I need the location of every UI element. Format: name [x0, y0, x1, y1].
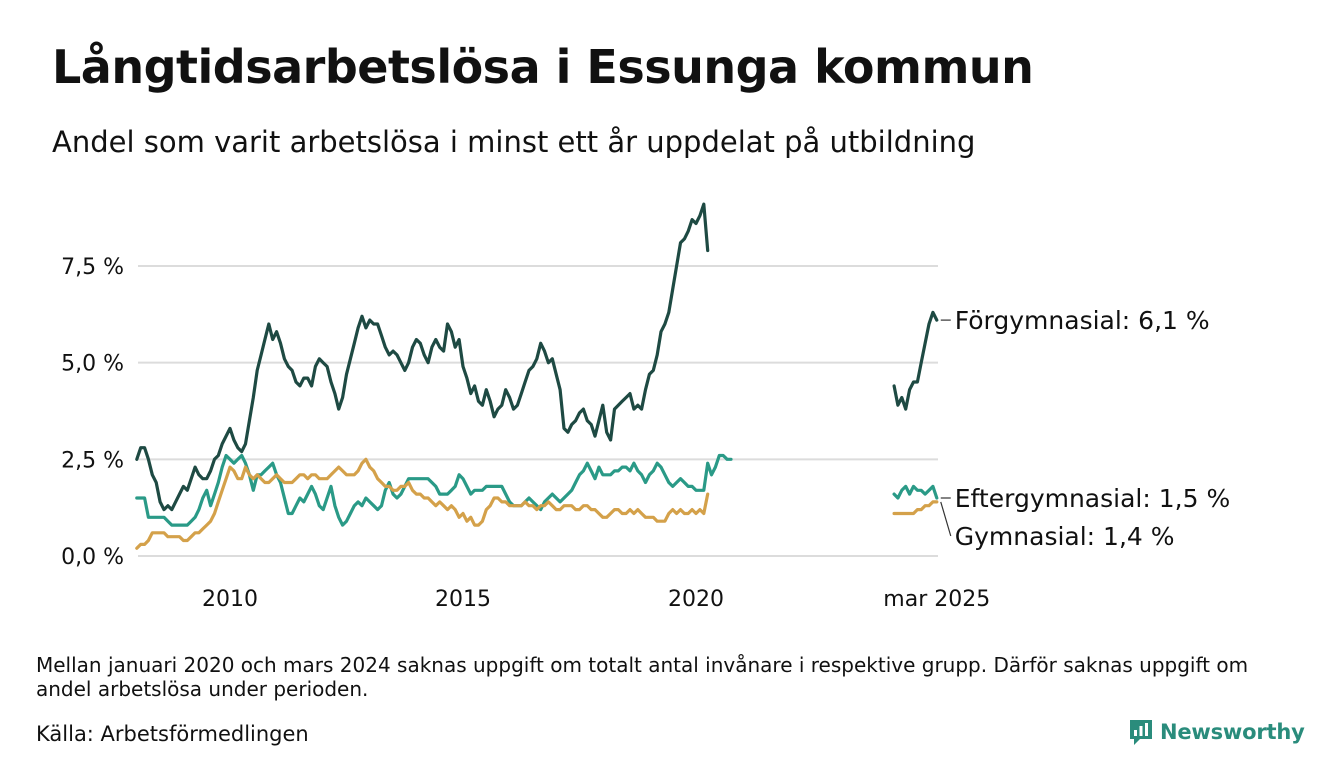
- source-text: Källa: Arbetsförmedlingen: [36, 722, 309, 746]
- series-line-förgymnasial: [135, 202, 710, 512]
- series-end-label: Eftergymnasial: 1,5 %: [955, 484, 1230, 513]
- y-tick-label: 5,0 %: [61, 352, 124, 377]
- x-tick-label: mar 2025: [883, 587, 990, 612]
- x-tick-label: 2010: [202, 587, 258, 612]
- x-tick-label: 2020: [668, 587, 724, 612]
- page-title: Långtidsarbetslösa i Essunga kommun: [52, 40, 1034, 94]
- label-leader-line: [940, 501, 952, 537]
- x-axis-ticks: 2010 2015 2020 mar 2025: [202, 587, 990, 612]
- y-axis-ticks: 0,0 % 2,5 % 5,0 % 7,5 %: [61, 255, 124, 570]
- grid-lines: [138, 265, 938, 557]
- series-line-gymnasial: [892, 500, 939, 516]
- newsworthy-chart-logo-icon: [1130, 720, 1152, 745]
- y-tick-label: 0,0 %: [61, 545, 124, 570]
- y-tick-label: 2,5 %: [61, 448, 124, 473]
- brand-logo[interactable]: Newsworthy: [1128, 718, 1305, 746]
- footnote: Mellan januari 2020 och mars 2024 saknas…: [36, 653, 1249, 701]
- series-line-gymnasial: [135, 457, 710, 550]
- brand-name: Newsworthy: [1160, 720, 1305, 744]
- x-tick-label: 2015: [435, 587, 491, 612]
- series-end-label: Gymnasial: 1,4 %: [955, 522, 1175, 551]
- series-line-eftergymnasial: [892, 484, 939, 500]
- series-line-förgymnasial: [892, 310, 939, 411]
- y-tick-label: 7,5 %: [61, 255, 124, 280]
- series-lines: [135, 202, 939, 550]
- series-line-eftergymnasial: [135, 453, 733, 527]
- series-end-labels: Förgymnasial: 6,1 % Eftergymnasial: 1,5 %…: [940, 306, 1230, 551]
- line-chart: 0,0 % 2,5 % 5,0 % 7,5 % 2010 2015 2020 mar 202…: [61, 202, 1230, 612]
- series-end-label: Förgymnasial: 6,1 %: [955, 306, 1210, 335]
- page-subtitle: Andel som varit arbetslösa i minst ett å…: [52, 125, 976, 159]
